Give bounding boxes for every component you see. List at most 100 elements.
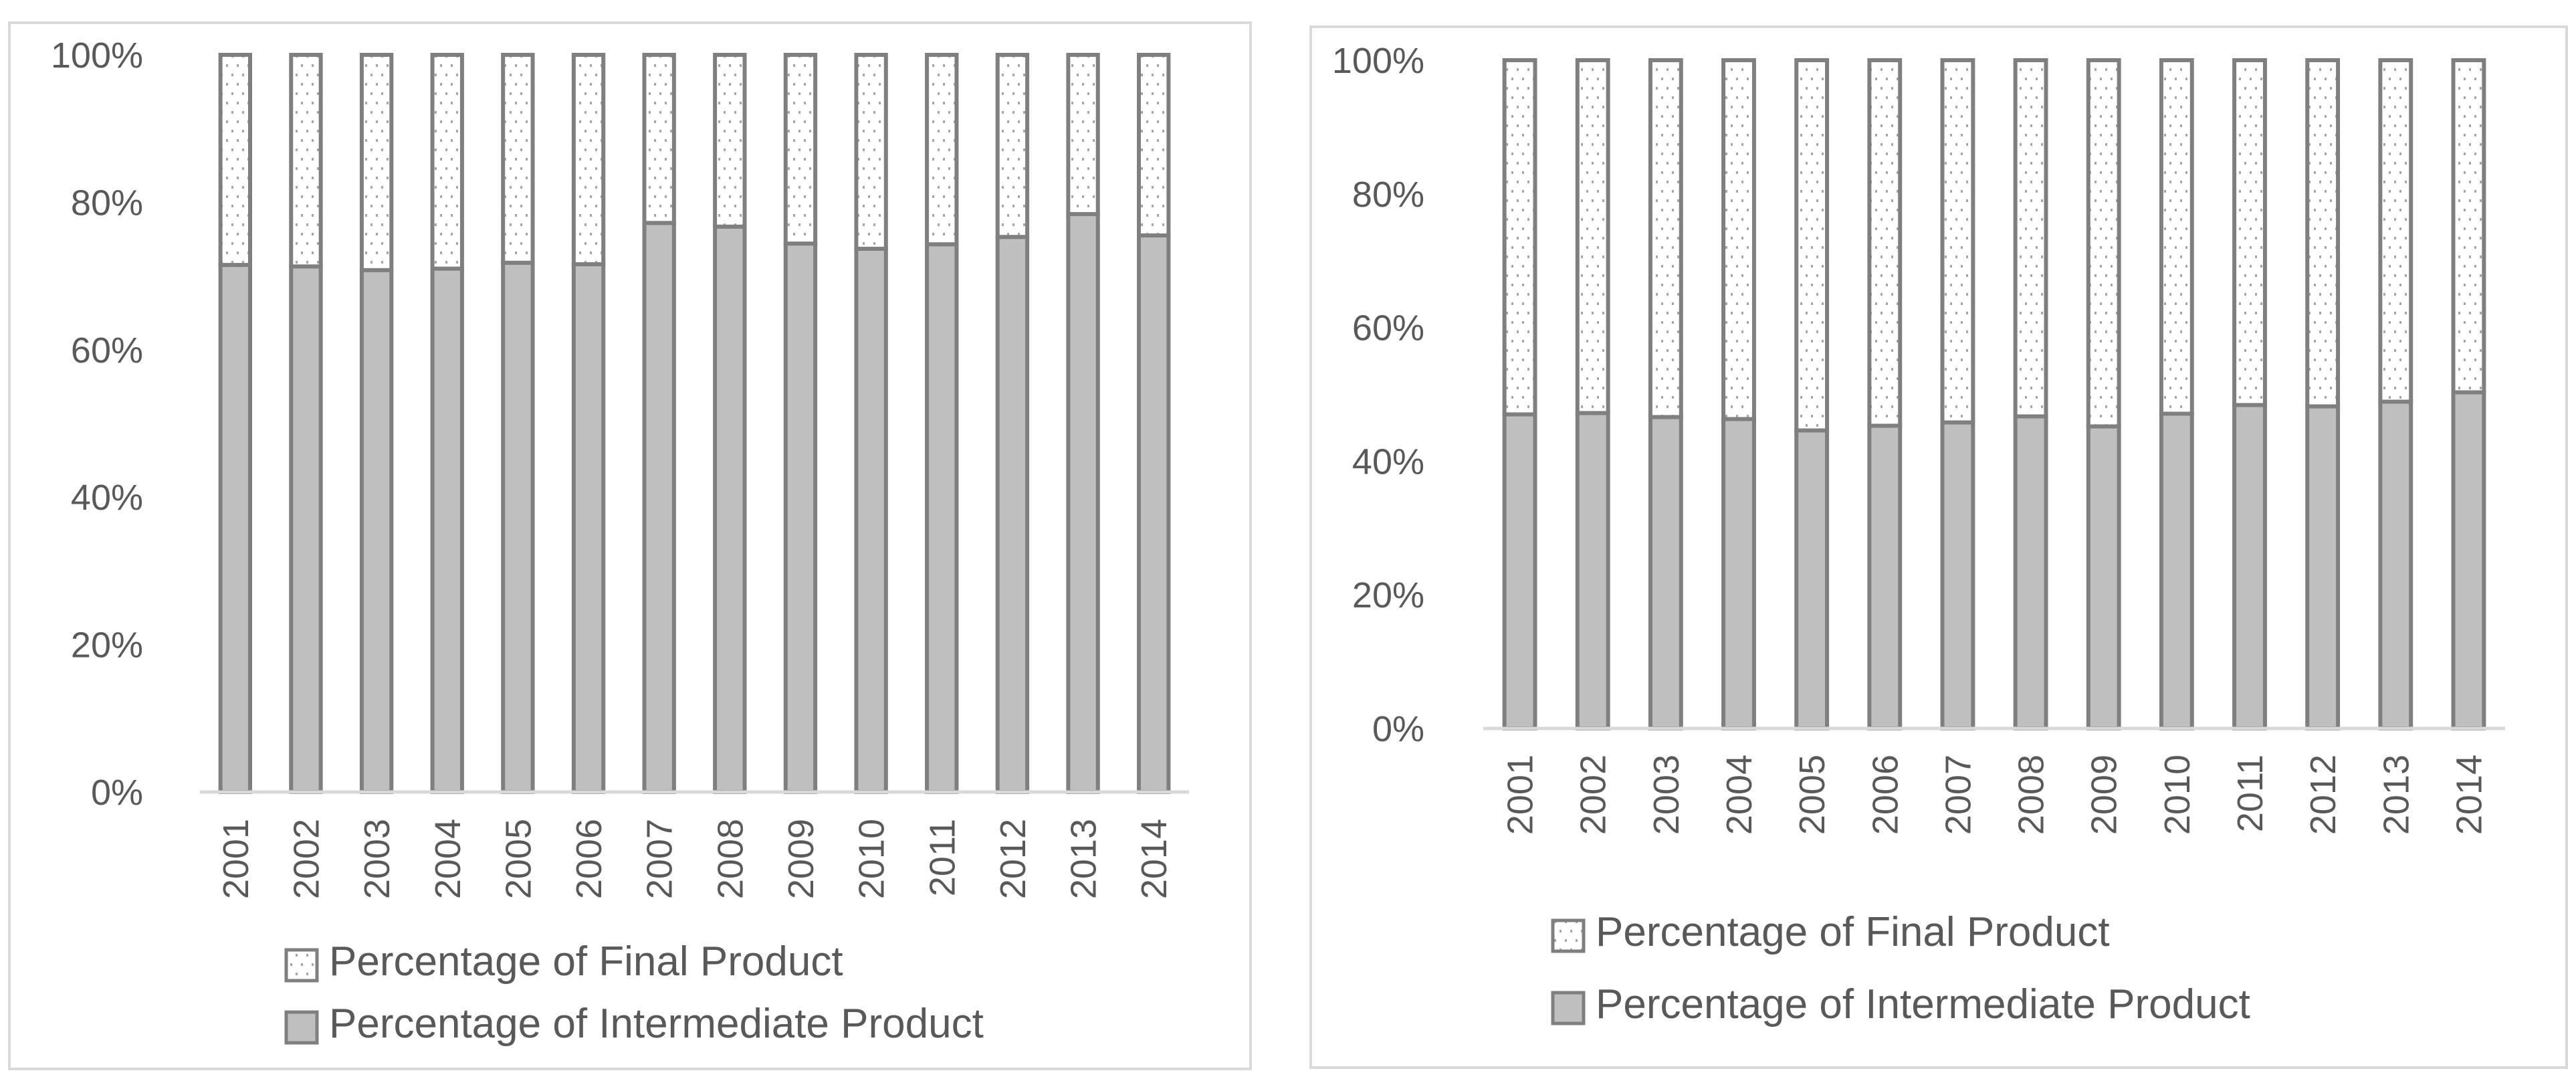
bar-final-2001 bbox=[218, 53, 253, 268]
bar-intermediate-2004 bbox=[1721, 417, 1756, 730]
bar-intermediate-2011 bbox=[2232, 403, 2267, 730]
x-tick-label: 2011 bbox=[922, 819, 962, 896]
bar-final-2014 bbox=[1136, 53, 1171, 237]
x-tick-label: 2008 bbox=[710, 819, 750, 899]
bar-intermediate-2002 bbox=[289, 264, 323, 794]
legend-label: Percentage of Intermediate Product bbox=[1596, 981, 2250, 1027]
x-tick-label: 2012 bbox=[2303, 755, 2343, 835]
y-tick-label: 60% bbox=[1352, 308, 1424, 349]
bar-intermediate-2002 bbox=[1575, 411, 1610, 730]
bar-intermediate-2005 bbox=[501, 260, 535, 795]
bar-intermediate-2012 bbox=[995, 235, 1030, 795]
bar-intermediate-2012 bbox=[2305, 404, 2341, 730]
legend-swatch bbox=[284, 1010, 319, 1045]
y-tick-label: 100% bbox=[51, 35, 143, 76]
x-tick-label: 2001 bbox=[1501, 755, 1541, 835]
bar-intermediate-2005 bbox=[1794, 428, 1830, 730]
y-tick-label: 0% bbox=[1372, 709, 1424, 749]
bar-intermediate-2013 bbox=[1066, 212, 1100, 795]
x-tick-label: 2012 bbox=[993, 819, 1033, 899]
y-tick-label: 40% bbox=[71, 478, 143, 518]
bar-intermediate-2007 bbox=[642, 221, 676, 795]
bar-intermediate-2001 bbox=[218, 263, 253, 794]
bar-final-2011 bbox=[2232, 58, 2267, 407]
bar-final-2013 bbox=[1066, 53, 1100, 217]
x-tick-label: 2005 bbox=[498, 819, 538, 899]
y-tick-label: 80% bbox=[1352, 175, 1424, 215]
bar-final-2002 bbox=[289, 53, 323, 269]
y-tick-label: 60% bbox=[71, 330, 143, 371]
legend-label: Percentage of Final Product bbox=[1596, 909, 2110, 955]
bar-intermediate-2006 bbox=[1867, 423, 1903, 730]
legend-swatch bbox=[1551, 918, 1586, 953]
bar-intermediate-2010 bbox=[2159, 411, 2194, 730]
bar-final-2005 bbox=[501, 53, 535, 265]
x-tick-label: 2005 bbox=[1792, 755, 1832, 835]
x-tick-label: 2004 bbox=[428, 819, 468, 899]
x-tick-label: 2006 bbox=[1865, 755, 1905, 835]
bar-final-2014 bbox=[2451, 58, 2486, 395]
bar-intermediate-2008 bbox=[2013, 414, 2048, 730]
x-tick-label: 2014 bbox=[1134, 819, 1174, 899]
bar-final-2001 bbox=[1502, 58, 1537, 417]
bar-final-2005 bbox=[1794, 58, 1830, 433]
chart-panel-left: 0% 20% 40% 60% 80% 100% 2001 2002 2003 2004 2005 20… bbox=[8, 21, 1252, 1070]
bar-final-2008 bbox=[2013, 58, 2048, 419]
x-tick-label: 2003 bbox=[357, 819, 397, 899]
bar-final-2011 bbox=[925, 53, 959, 247]
bar-final-2003 bbox=[359, 53, 394, 272]
bar-intermediate-2004 bbox=[430, 266, 464, 794]
bar-intermediate-2013 bbox=[2378, 399, 2413, 730]
x-tick-label: 2010 bbox=[852, 819, 892, 899]
bar-final-2007 bbox=[642, 53, 676, 225]
bar-final-2010 bbox=[854, 53, 888, 251]
x-tick-label: 2013 bbox=[2376, 755, 2416, 835]
chart-panel-right: 0% 20% 40% 60% 80% 100% 2001 2002 2003 2004 2005 20… bbox=[1309, 25, 2568, 1069]
x-tick-label: 2010 bbox=[2157, 755, 2197, 835]
bar-intermediate-2014 bbox=[2451, 390, 2486, 730]
bar-final-2010 bbox=[2159, 58, 2194, 416]
x-tick-label: 2004 bbox=[1719, 755, 1759, 835]
bar-final-2008 bbox=[713, 53, 747, 229]
x-tick-label: 2006 bbox=[569, 819, 609, 899]
bar-final-2006 bbox=[1867, 58, 1903, 428]
bar-final-2002 bbox=[1575, 58, 1610, 415]
bar-intermediate-2008 bbox=[713, 224, 747, 794]
y-tick-label: 20% bbox=[71, 625, 143, 666]
x-tick-label: 2007 bbox=[640, 819, 680, 899]
bar-intermediate-2014 bbox=[1136, 233, 1171, 794]
x-tick-label: 2009 bbox=[781, 819, 821, 899]
bar-intermediate-2011 bbox=[925, 242, 959, 794]
x-tick-label: 2007 bbox=[1938, 755, 1978, 835]
bar-intermediate-2003 bbox=[1648, 415, 1683, 730]
bar-intermediate-2003 bbox=[359, 268, 394, 794]
bar-intermediate-2009 bbox=[783, 241, 818, 794]
bar-final-2004 bbox=[1721, 58, 1756, 421]
x-tick-label: 2002 bbox=[1574, 755, 1614, 835]
bar-final-2009 bbox=[2086, 58, 2121, 429]
bar-intermediate-2001 bbox=[1502, 412, 1537, 730]
bar-intermediate-2006 bbox=[571, 262, 606, 794]
x-tick-label: 2002 bbox=[286, 819, 326, 899]
legend-label: Percentage of Final Product bbox=[329, 938, 843, 985]
y-tick-label: 100% bbox=[1332, 41, 1424, 81]
legend-label: Percentage of Intermediate Product bbox=[329, 1001, 984, 1047]
y-tick-label: 20% bbox=[1352, 575, 1424, 615]
bar-final-2006 bbox=[571, 53, 606, 266]
legend-swatch bbox=[1551, 991, 1586, 1025]
bar-intermediate-2009 bbox=[2086, 424, 2121, 731]
bar-intermediate-2010 bbox=[854, 246, 888, 794]
bar-final-2009 bbox=[783, 53, 818, 246]
x-tick-label: 2009 bbox=[2084, 755, 2125, 835]
x-tick-label: 2013 bbox=[1064, 819, 1104, 899]
y-tick-label: 80% bbox=[71, 183, 143, 223]
bar-final-2013 bbox=[2378, 58, 2413, 404]
legend-swatch bbox=[284, 948, 319, 983]
bar-intermediate-2007 bbox=[1940, 420, 1975, 730]
y-tick-label: 0% bbox=[91, 773, 143, 813]
bar-final-2003 bbox=[1648, 58, 1683, 419]
bar-final-2012 bbox=[995, 53, 1030, 239]
x-tick-label: 2014 bbox=[2449, 755, 2489, 835]
x-tick-label: 2001 bbox=[216, 819, 256, 899]
stacked-bar-chart-left: 0% 20% 40% 60% 80% 100% 2001 2002 2003 2004 2005 20… bbox=[51, 35, 1189, 1047]
